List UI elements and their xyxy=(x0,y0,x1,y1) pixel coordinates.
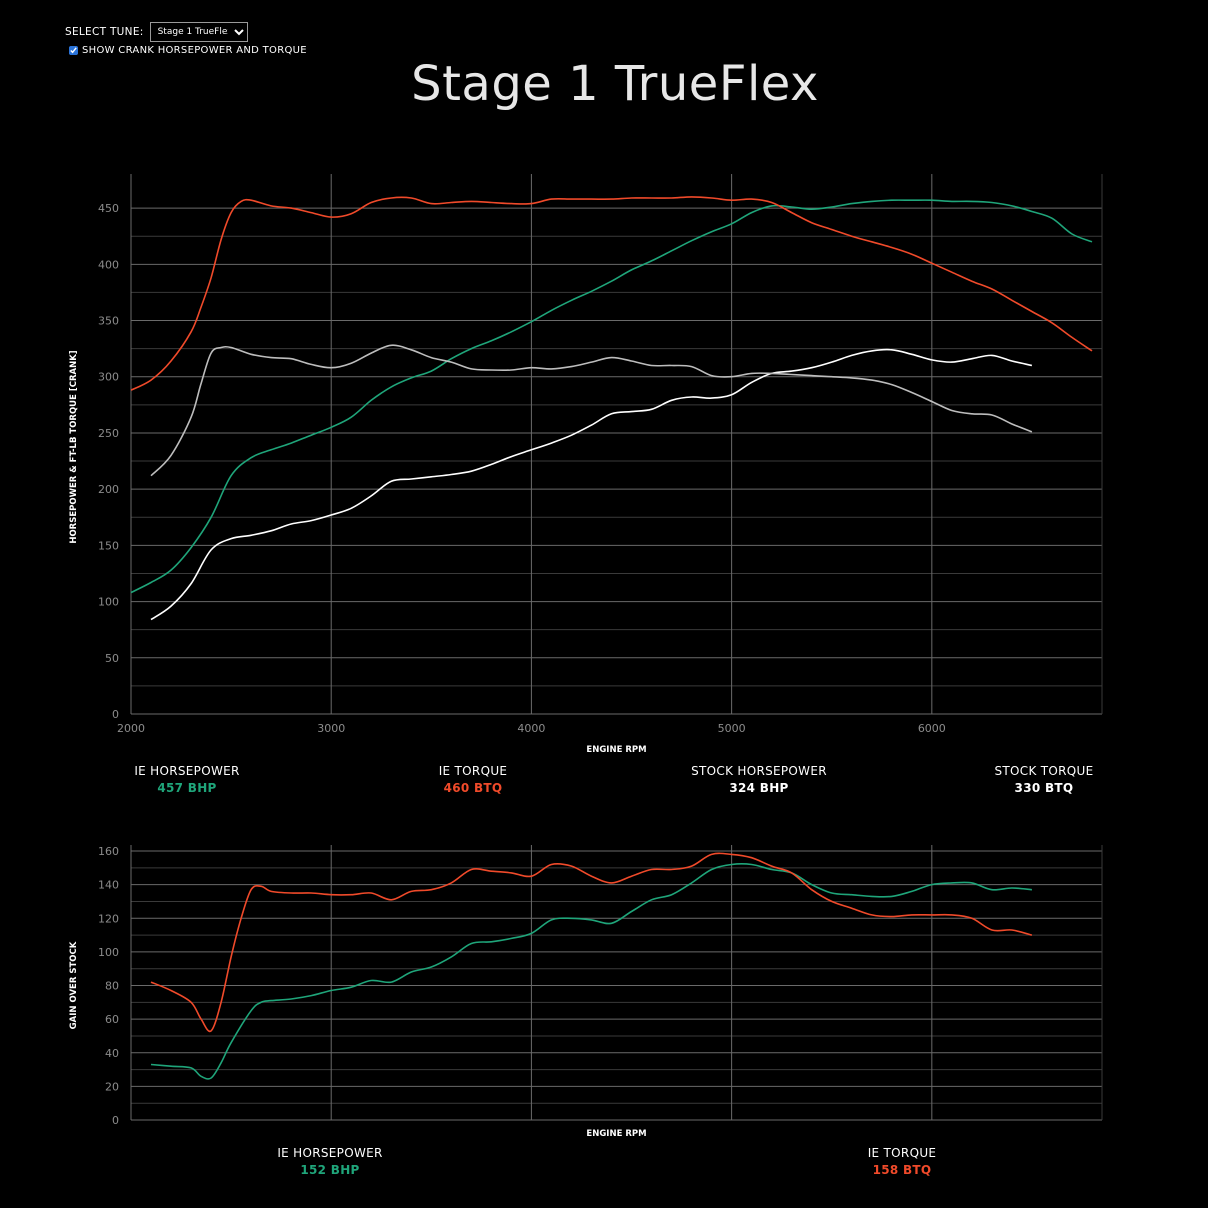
legend-name: IE TORQUE xyxy=(438,764,508,778)
legend-value: 330 BTQ xyxy=(1014,781,1074,795)
main-xtick-label: 5000 xyxy=(718,722,746,735)
legend-main-ie-horsepower: IE HORSEPOWER 457 BHP xyxy=(134,764,239,795)
legend-value: 324 BHP xyxy=(729,781,789,795)
legend-name: IE HORSEPOWER xyxy=(277,1146,383,1160)
gain-yaxis-label: GAIN OVER STOCK xyxy=(69,941,79,1029)
legend-name: STOCK HORSEPOWER xyxy=(691,764,827,778)
main-series-stock-horsepower xyxy=(150,348,1033,621)
crank-checkbox-label: SHOW CRANK HORSEPOWER AND TORQUE xyxy=(82,45,307,56)
main-xaxis-label: ENGINE RPM xyxy=(586,745,646,755)
select-tune-label: SELECT TUNE: xyxy=(65,26,144,38)
gain-ytick-label: 60 xyxy=(105,1013,119,1026)
legend-value: 158 BTQ xyxy=(872,1163,932,1177)
main-xtick-label: 3000 xyxy=(317,722,345,735)
main-ytick-label: 100 xyxy=(98,596,119,609)
gain-ytick-label: 0 xyxy=(112,1114,119,1127)
main-xtick-label: 2000 xyxy=(117,722,145,735)
gain-ytick-label: 80 xyxy=(105,980,119,993)
main-ytick-label: 350 xyxy=(98,315,119,328)
main-ytick-label: 300 xyxy=(98,371,119,384)
gain-ytick-label: 100 xyxy=(98,946,119,959)
main-ytick-label: 450 xyxy=(98,202,119,215)
legend-name: IE TORQUE xyxy=(867,1146,937,1160)
main-xtick-label: 4000 xyxy=(517,722,545,735)
legend-gain-ie-horsepower: IE HORSEPOWER 152 BHP xyxy=(277,1146,382,1177)
main-chart: 0 50 100 150 200 250 300 350 400 450 2000 3000 4000 5… xyxy=(69,174,1103,755)
tune-select-row: SELECT TUNE: Stage 1 TrueFlex xyxy=(65,22,307,42)
main-xtick-label: 6000 xyxy=(918,722,946,735)
legend-value: 457 BHP xyxy=(157,781,217,795)
gain-ytick-label: 40 xyxy=(105,1047,119,1060)
main-ytick-label: 0 xyxy=(112,708,119,721)
main-series-stock-torque xyxy=(150,344,1033,477)
crank-toggle-row: SHOW CRANK HORSEPOWER AND TORQUE xyxy=(69,45,307,56)
legend-value: 460 BTQ xyxy=(443,781,503,795)
legend-value: 152 BHP xyxy=(300,1163,360,1177)
tune-controls: SELECT TUNE: Stage 1 TrueFlex SHOW CRANK… xyxy=(65,22,307,56)
main-ytick-label: 250 xyxy=(98,427,119,440)
gain-series-ie-horsepower xyxy=(150,863,1032,1080)
main-ytick-label: 400 xyxy=(98,258,119,271)
legend-name: STOCK TORQUE xyxy=(994,764,1094,778)
main-yaxis-label: HORSEPOWER & FT-LB TORQUE [CRANK] xyxy=(69,350,79,543)
main-series-ie-torque xyxy=(130,196,1093,391)
gain-xaxis-label: ENGINE RPM xyxy=(586,1129,646,1139)
gain-ytick-label: 120 xyxy=(98,912,119,925)
main-series-ie-horsepower xyxy=(130,199,1093,594)
gain-ytick-label: 140 xyxy=(98,879,119,892)
gain-chart: 0 20 40 60 80 100 120 140 160 ENGINE RPM GAIN OVER… xyxy=(69,845,1103,1139)
crank-checkbox[interactable] xyxy=(69,46,78,55)
legend-main-ie-torque: IE TORQUE 460 BTQ xyxy=(439,764,508,795)
legend-gain-ie-torque: IE TORQUE 158 BTQ xyxy=(868,1146,937,1177)
legend-main-stock-horsepower: STOCK HORSEPOWER 324 BHP xyxy=(691,764,827,795)
gain-ytick-label: 20 xyxy=(105,1080,119,1093)
gain-ytick-label: 160 xyxy=(98,845,119,858)
main-ytick-label: 150 xyxy=(98,539,119,552)
gain-series-ie-torque xyxy=(150,852,1033,1033)
main-ytick-label: 50 xyxy=(105,652,119,665)
page-title: Stage 1 TrueFlex xyxy=(411,56,819,112)
legend-main-stock-torque: STOCK TORQUE 330 BTQ xyxy=(995,764,1094,795)
legend-name: IE HORSEPOWER xyxy=(134,764,240,778)
main-ytick-label: 200 xyxy=(98,483,119,496)
tune-select[interactable]: Stage 1 TrueFlex xyxy=(149,22,248,42)
